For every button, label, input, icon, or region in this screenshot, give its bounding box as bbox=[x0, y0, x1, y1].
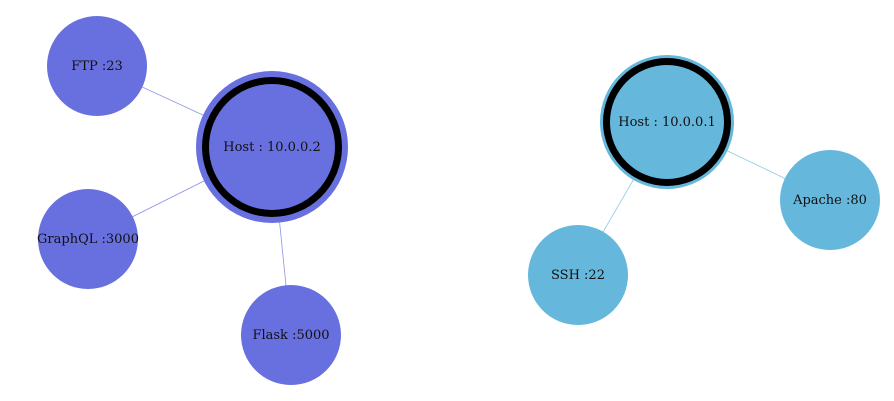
service-node-fill bbox=[47, 16, 147, 116]
host-node-label: Host : 10.0.0.1 bbox=[618, 115, 715, 130]
service-node-label: GraphQL :3000 bbox=[37, 232, 139, 247]
host-node-label: Host : 10.0.0.2 bbox=[223, 140, 320, 155]
host-node-10-0-0-2[interactable]: Host : 10.0.0.2 bbox=[196, 71, 348, 223]
service-node-ftp[interactable]: FTP :23 bbox=[47, 16, 147, 116]
service-node-ssh[interactable]: SSH :22 bbox=[528, 225, 628, 325]
service-node-graphql[interactable]: GraphQL :3000 bbox=[37, 189, 139, 289]
service-node-fill bbox=[528, 225, 628, 325]
service-node-apache[interactable]: Apache :80 bbox=[780, 150, 880, 250]
service-node-fill bbox=[780, 150, 880, 250]
host-node-10-0-0-1[interactable]: Host : 10.0.0.1 bbox=[600, 55, 734, 189]
service-node-label: Flask :5000 bbox=[252, 328, 329, 343]
service-node-flask[interactable]: Flask :5000 bbox=[241, 285, 341, 385]
service-node-label: SSH :22 bbox=[551, 268, 605, 283]
service-node-label: FTP :23 bbox=[71, 59, 123, 74]
service-node-fill bbox=[38, 189, 138, 289]
service-node-label: Apache :80 bbox=[792, 193, 867, 208]
service-node-fill bbox=[241, 285, 341, 385]
host-node-fill bbox=[209, 84, 335, 210]
host-node-fill bbox=[610, 65, 724, 179]
